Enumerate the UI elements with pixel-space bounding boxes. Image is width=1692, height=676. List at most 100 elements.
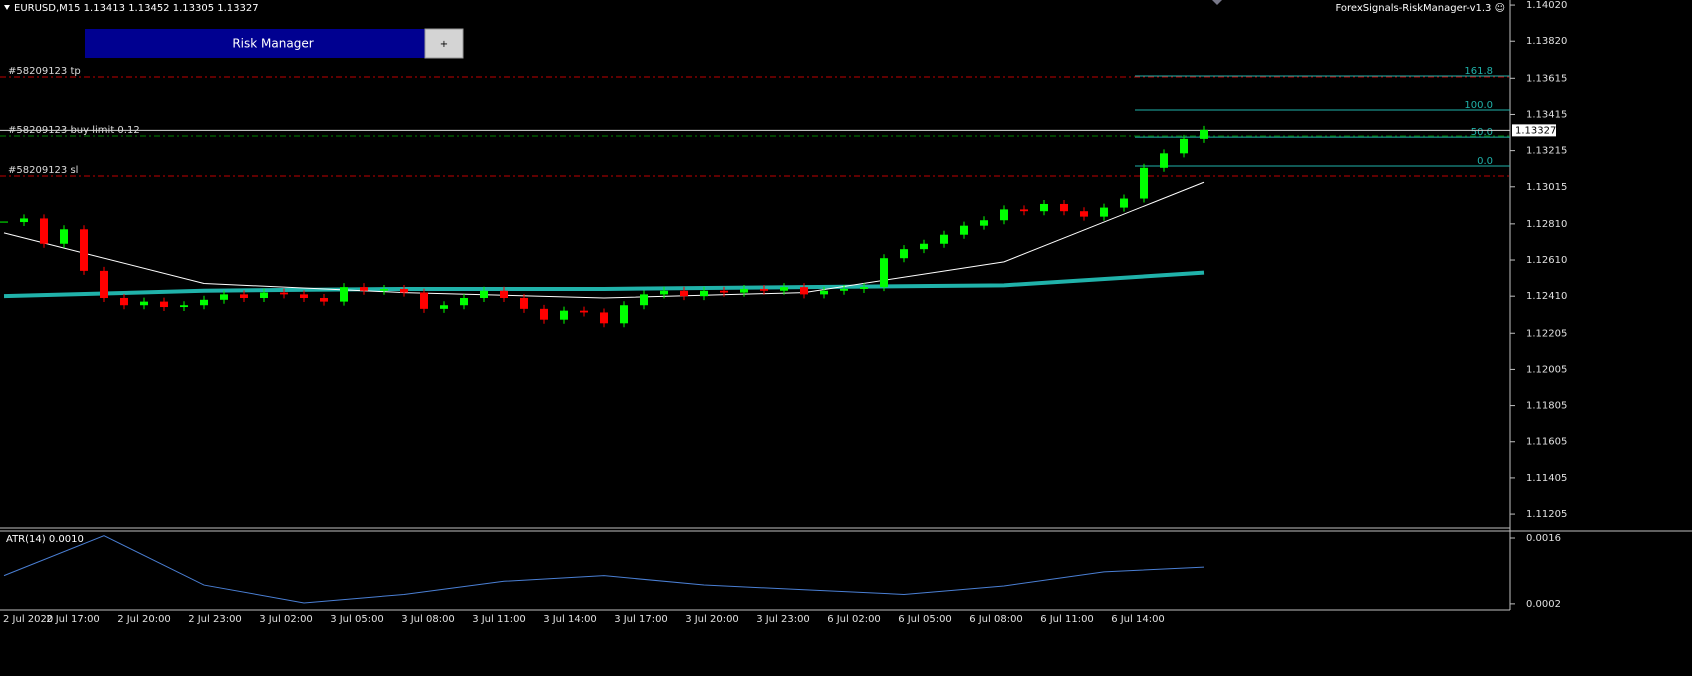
x-tick-label: 3 Jul 05:00 bbox=[330, 614, 384, 625]
candle-body bbox=[180, 305, 188, 308]
candle-body bbox=[60, 229, 68, 244]
order-label: #58209123 sl bbox=[8, 165, 78, 176]
y-tick-label: 1.14020 bbox=[1526, 0, 1567, 11]
candle-body bbox=[600, 312, 608, 324]
indicator-title: ATR(14) 0.0010 bbox=[6, 534, 84, 545]
x-tick-label: 3 Jul 23:00 bbox=[756, 614, 810, 625]
candle-body bbox=[240, 294, 248, 298]
y-tick-label: 1.11205 bbox=[1526, 509, 1567, 520]
candle-body bbox=[320, 297, 328, 302]
candle-body bbox=[400, 288, 408, 293]
y-tick-label: 1.13615 bbox=[1526, 73, 1567, 84]
candle-body bbox=[1140, 167, 1148, 199]
candle-body bbox=[340, 287, 348, 302]
expert-name: ForexSignals-RiskManager-v1.3 ☺ bbox=[1335, 3, 1505, 14]
atr-line bbox=[3, 535, 1205, 604]
candle-body bbox=[680, 290, 688, 297]
current-price-label: 1.13327 bbox=[1515, 125, 1556, 136]
x-tick-label: 6 Jul 11:00 bbox=[1040, 614, 1094, 625]
candle-body bbox=[660, 290, 668, 295]
candle-body bbox=[740, 288, 748, 293]
y-tick-label: 1.13215 bbox=[1526, 146, 1567, 157]
candle-body bbox=[860, 287, 868, 289]
y-tick-label: 1.12205 bbox=[1526, 328, 1567, 339]
candle-body bbox=[620, 305, 628, 324]
candle-body bbox=[300, 294, 308, 298]
candle-body bbox=[200, 299, 208, 306]
candle-body bbox=[260, 292, 268, 298]
candle-body bbox=[440, 305, 448, 309]
moving-average bbox=[3, 270, 1205, 299]
candle-body bbox=[800, 287, 808, 295]
candle-body bbox=[820, 290, 828, 295]
candle-body bbox=[140, 301, 148, 306]
risk-manager-button[interactable] bbox=[85, 29, 425, 58]
candle-body bbox=[980, 220, 988, 226]
candle-body bbox=[900, 249, 908, 259]
candle-body bbox=[760, 288, 768, 291]
y-tick-label: 1.13820 bbox=[1526, 36, 1567, 47]
candle-body bbox=[960, 225, 968, 235]
candle-body bbox=[1080, 211, 1088, 217]
chart-shift-marker bbox=[1212, 0, 1222, 5]
candle-body bbox=[560, 310, 568, 320]
x-tick-label: 6 Jul 05:00 bbox=[898, 614, 952, 625]
candle-body bbox=[500, 290, 508, 298]
y-tick-label: 1.12810 bbox=[1526, 219, 1567, 230]
candle-body bbox=[840, 288, 848, 291]
candle-body bbox=[880, 258, 888, 288]
candle-body bbox=[360, 287, 368, 291]
candle-body bbox=[720, 290, 728, 293]
candle-body bbox=[780, 287, 788, 291]
x-tick-label: 3 Jul 08:00 bbox=[401, 614, 455, 625]
x-tick-label: 2 Jul 20:00 bbox=[117, 614, 171, 625]
fibo-label: 100.0 bbox=[1464, 100, 1493, 111]
x-tick-label: 2 Jul 23:00 bbox=[188, 614, 242, 625]
menu-arrow[interactable] bbox=[4, 5, 10, 10]
candle-body bbox=[480, 290, 488, 298]
candle-body bbox=[100, 270, 108, 298]
candle-body bbox=[220, 294, 228, 300]
x-tick-label: 2 Jul 17:00 bbox=[46, 614, 100, 625]
candle-body bbox=[540, 308, 548, 320]
x-tick-label: 3 Jul 02:00 bbox=[259, 614, 313, 625]
candle-body bbox=[1060, 203, 1068, 212]
fibo-label: 50.0 bbox=[1471, 127, 1493, 138]
y-tick-label: 1.12410 bbox=[1526, 291, 1567, 302]
y-tick-label: 0.0016 bbox=[1526, 533, 1561, 544]
y-tick-label: 1.11405 bbox=[1526, 473, 1567, 484]
candle-body bbox=[520, 297, 528, 309]
candle-body bbox=[420, 292, 428, 309]
candle-body bbox=[1020, 209, 1028, 212]
y-tick-label: 1.11605 bbox=[1526, 437, 1567, 448]
y-tick-label: 0.0002 bbox=[1526, 599, 1561, 610]
plus-button[interactable] bbox=[424, 28, 464, 59]
candle-body bbox=[40, 218, 48, 244]
symbol-info: EURUSD,M15 1.13413 1.13452 1.13305 1.133… bbox=[14, 3, 259, 14]
y-tick-label: 1.13015 bbox=[1526, 182, 1567, 193]
x-tick-label: 3 Jul 11:00 bbox=[472, 614, 526, 625]
candle-body bbox=[940, 234, 948, 244]
risk-manager-title: Risk Manager bbox=[232, 37, 313, 51]
candle-body bbox=[1000, 209, 1008, 221]
candle-body bbox=[80, 229, 88, 271]
candle-body bbox=[380, 288, 388, 291]
y-tick-label: 1.12005 bbox=[1526, 364, 1567, 375]
x-tick-label: 3 Jul 14:00 bbox=[543, 614, 597, 625]
candle-body bbox=[1180, 138, 1188, 154]
candle-body bbox=[920, 243, 928, 250]
candle-body bbox=[20, 218, 28, 223]
candle-body bbox=[160, 301, 168, 308]
candle-body bbox=[1040, 203, 1048, 212]
x-tick-label: 6 Jul 02:00 bbox=[827, 614, 881, 625]
y-tick-label: 1.13415 bbox=[1526, 109, 1567, 120]
x-tick-label: 6 Jul 14:00 bbox=[1111, 614, 1165, 625]
candle-body bbox=[640, 294, 648, 306]
candle-body bbox=[280, 292, 288, 295]
candle-body bbox=[460, 297, 468, 306]
plus-label: + bbox=[440, 39, 448, 50]
y-tick-label: 1.11805 bbox=[1526, 401, 1567, 412]
candle-body bbox=[580, 310, 588, 313]
fibo-label: 161.8 bbox=[1464, 66, 1493, 77]
